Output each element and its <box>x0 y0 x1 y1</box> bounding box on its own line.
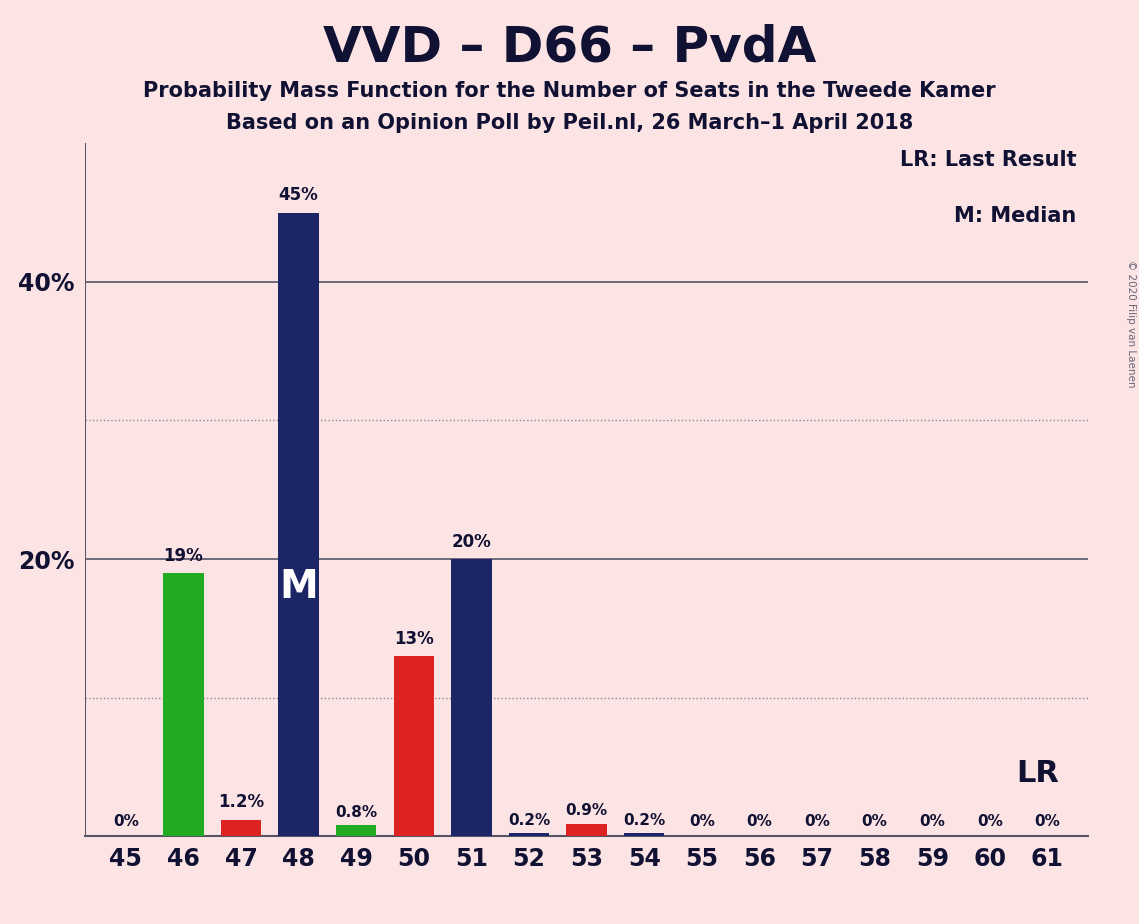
Text: © 2020 Filip van Laenen: © 2020 Filip van Laenen <box>1126 260 1136 387</box>
Bar <box>163 573 204 836</box>
Bar <box>509 833 549 836</box>
Text: 0%: 0% <box>862 814 887 830</box>
Text: 0.2%: 0.2% <box>623 813 665 828</box>
Text: Probability Mass Function for the Number of Seats in the Tweede Kamer: Probability Mass Function for the Number… <box>144 81 995 102</box>
Bar <box>336 825 376 836</box>
Text: 0%: 0% <box>689 814 715 830</box>
Text: 0%: 0% <box>746 814 772 830</box>
Text: LR: LR <box>1016 760 1059 788</box>
Text: 0%: 0% <box>919 814 945 830</box>
Text: 20%: 20% <box>451 533 491 551</box>
Text: 0%: 0% <box>977 814 1002 830</box>
Text: 0%: 0% <box>1034 814 1060 830</box>
Bar <box>221 820 261 836</box>
Bar <box>451 559 492 836</box>
Text: 1.2%: 1.2% <box>218 794 264 811</box>
Text: 0.8%: 0.8% <box>335 805 377 820</box>
Text: M: Median: M: Median <box>954 206 1076 225</box>
Bar <box>624 833 664 836</box>
Bar <box>278 213 319 836</box>
Text: LR: Last Result: LR: Last Result <box>900 151 1076 170</box>
Text: M: M <box>279 567 318 606</box>
Text: 0.2%: 0.2% <box>508 813 550 828</box>
Text: Based on an Opinion Poll by Peil.nl, 26 March–1 April 2018: Based on an Opinion Poll by Peil.nl, 26 … <box>226 113 913 133</box>
Text: 0%: 0% <box>804 814 830 830</box>
Text: 0.9%: 0.9% <box>566 803 607 819</box>
Text: VVD – D66 – PvdA: VVD – D66 – PvdA <box>322 23 817 71</box>
Text: 19%: 19% <box>164 547 203 565</box>
Bar <box>394 656 434 836</box>
Text: 0%: 0% <box>113 814 139 830</box>
Text: 13%: 13% <box>394 630 434 648</box>
Text: 45%: 45% <box>279 187 319 204</box>
Bar <box>566 824 607 836</box>
